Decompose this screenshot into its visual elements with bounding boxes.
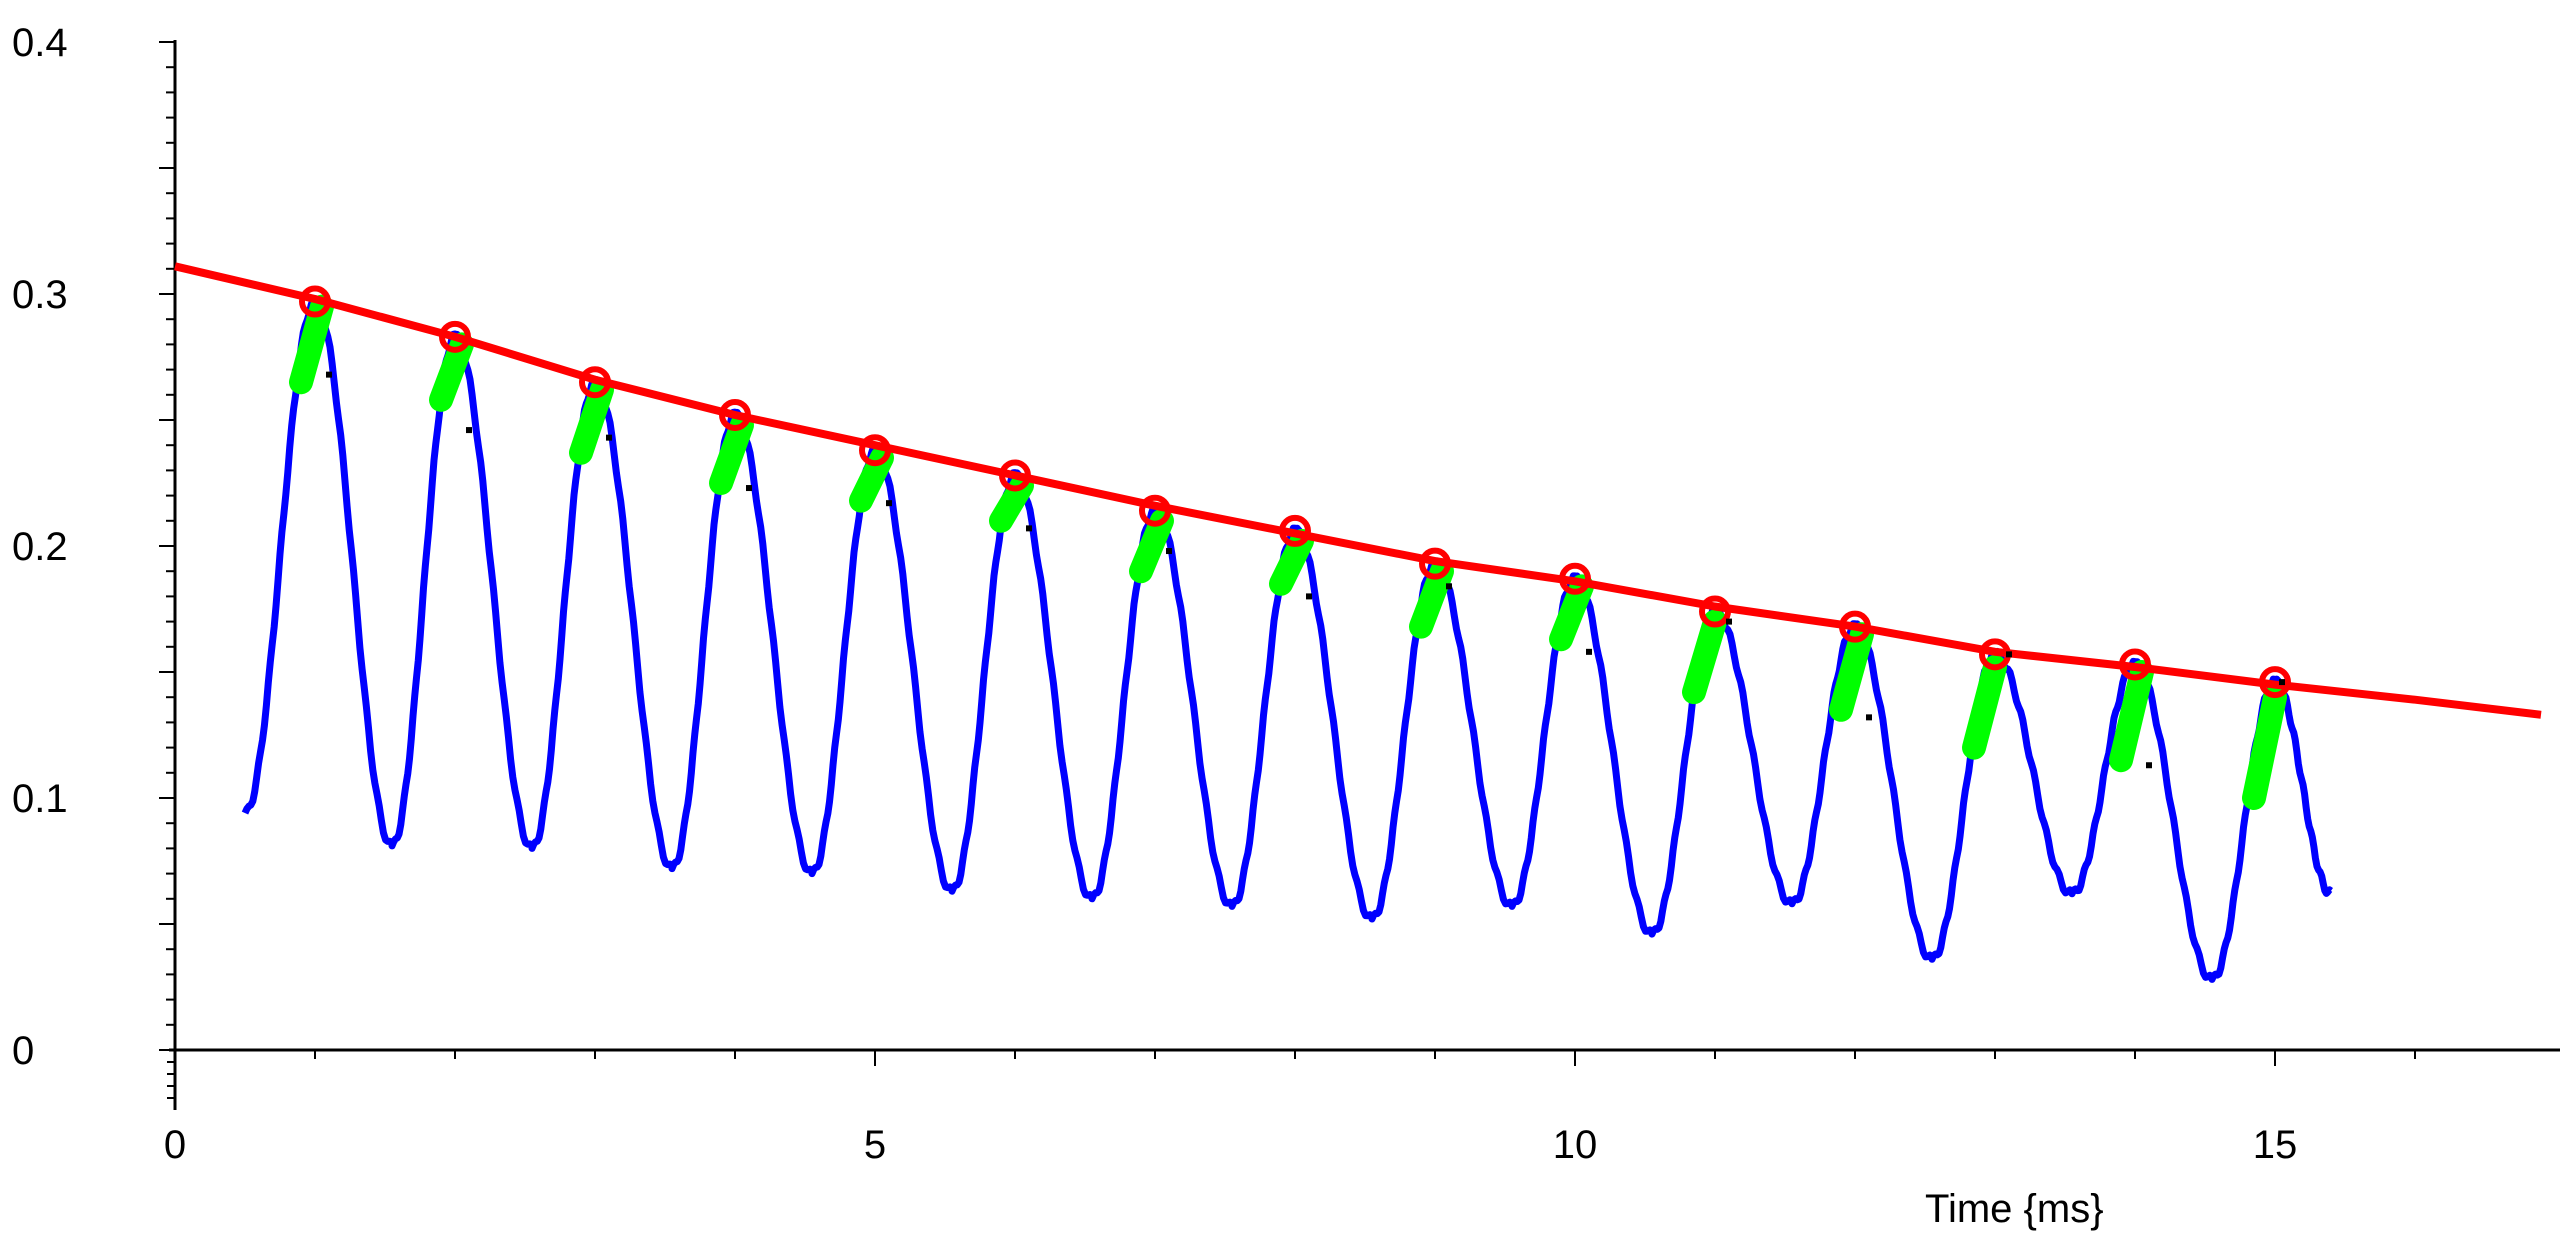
peak-segment — [1962, 654, 2007, 760]
peak-marker — [1419, 547, 1451, 580]
minor-point — [1446, 583, 1452, 590]
peak-marker — [1139, 494, 1171, 527]
peak-segment — [1682, 609, 1727, 705]
x-tick-label: 5 — [864, 1123, 886, 1167]
peak-marker — [719, 398, 751, 431]
peak-segment — [1269, 528, 1314, 596]
peak-segment — [1549, 574, 1594, 652]
minor-point — [326, 371, 332, 378]
tick-labels-layer: 0 0.1 0.2 0.3 0.4 0 5 10 15 — [12, 21, 2297, 1167]
minor-point — [1586, 648, 1592, 655]
minor-point — [1866, 714, 1872, 721]
axes — [159, 40, 2560, 1110]
fit-line-layer — [174, 262, 2542, 719]
peak-marker — [999, 459, 1031, 492]
peak-markers-layer — [299, 285, 2291, 699]
y-tick-label: 0.1 — [12, 777, 68, 821]
signal-series-line — [241, 295, 2333, 983]
minor-point — [606, 434, 612, 441]
minor-point — [1726, 618, 1732, 625]
peak-segment — [1409, 559, 1454, 639]
y-tick-label: 0.3 — [12, 273, 68, 317]
minor-point — [1026, 525, 1032, 532]
x-tick-label: 0 — [164, 1123, 186, 1167]
x-tick-label: 10 — [1553, 1123, 1598, 1167]
y-tick-label: 0.2 — [12, 525, 68, 569]
peak-segment — [569, 377, 614, 465]
peak-segment — [1129, 508, 1174, 584]
minor-point — [2006, 651, 2012, 658]
peak-segment — [289, 294, 334, 395]
peak-segment — [709, 413, 754, 495]
minor-point — [466, 427, 472, 434]
x-tick-label: 15 — [2253, 1123, 2298, 1167]
peak-marker — [2259, 666, 2291, 699]
peak-segment — [1829, 622, 1874, 722]
minor-points-layer — [326, 371, 2285, 769]
minor-point — [1306, 593, 1312, 600]
peak-marker — [1559, 562, 1591, 595]
peak-marker — [1839, 610, 1871, 643]
y-tick-label: 0.4 — [12, 21, 68, 65]
x-axis-title: Time {ms} — [1925, 1187, 2104, 1231]
peak-marker — [439, 320, 471, 353]
peak-segment — [2109, 660, 2154, 773]
peak-segments-layer — [289, 294, 2287, 810]
peak-segment — [2242, 685, 2287, 810]
peak-segment — [429, 332, 474, 412]
peak-marker — [1699, 595, 1731, 628]
y-tick-label: 0 — [12, 1029, 34, 1073]
peak-segment — [989, 473, 1034, 533]
peak-marker — [579, 366, 611, 399]
peak-marker — [299, 285, 331, 318]
minor-point — [2146, 762, 2152, 769]
minor-point — [1166, 548, 1172, 555]
minor-point — [2279, 679, 2285, 686]
peak-marker — [2119, 648, 2151, 681]
peak-marker — [1279, 514, 1311, 547]
peak-marker — [859, 434, 891, 467]
signal-layer — [241, 295, 2333, 983]
fit-series-line — [174, 262, 2542, 719]
minor-point — [746, 485, 752, 492]
minor-point — [886, 500, 892, 507]
